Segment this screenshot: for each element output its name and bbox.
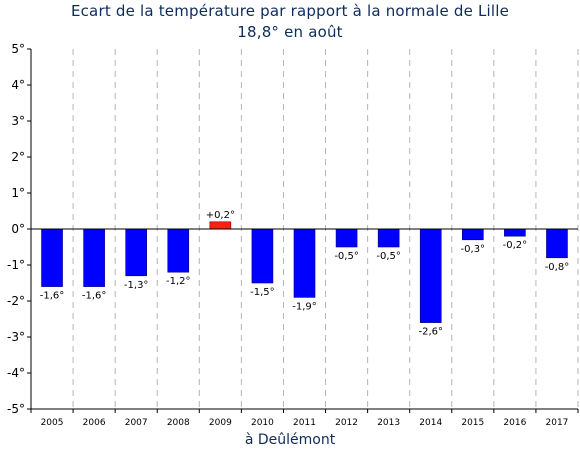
data-label: -0,5° [334, 251, 359, 262]
bar [504, 228, 526, 237]
bar [251, 228, 274, 284]
chart-title: Ecart de la température par rapport à la… [70, 2, 510, 20]
data-label: -1,2° [166, 276, 191, 287]
x-axis-label: à Deûlémont [244, 432, 336, 448]
y-tick-label: -2° [7, 294, 25, 308]
bar [546, 228, 568, 259]
data-label: -2,6° [418, 327, 443, 338]
data-label: -1,9° [292, 301, 317, 312]
x-tick-label: 2007 [125, 418, 148, 428]
x-tick-label: 2012 [335, 418, 358, 428]
data-label: -0,8° [545, 262, 570, 273]
chart-subtitle: 18,8° en août [237, 23, 343, 41]
x-tick-label: 2005 [41, 418, 64, 428]
bar [462, 228, 484, 241]
x-tick-label: 2015 [461, 418, 484, 428]
x-tick-label: 2013 [377, 418, 400, 428]
bar [83, 228, 105, 287]
bar [167, 228, 190, 273]
x-tick-label: 2008 [167, 418, 190, 428]
data-label: -1,6° [40, 291, 65, 302]
x-tick-label: 2017 [546, 418, 569, 428]
bar [125, 228, 147, 277]
bar [377, 228, 400, 248]
x-tick-label: 2006 [83, 418, 106, 428]
x-tick-label: 2010 [251, 418, 274, 428]
y-tick-label: -3° [7, 330, 25, 344]
x-tick-label: 2011 [293, 418, 316, 428]
x-tick-label: 2016 [503, 418, 526, 428]
data-label: -1,3° [124, 280, 149, 291]
y-tick-label: 4° [11, 78, 25, 92]
y-tick-label: -4° [7, 366, 25, 380]
y-tick-label: 5° [11, 42, 25, 56]
y-tick-label: 3° [11, 114, 25, 128]
data-label: -0,2° [503, 240, 528, 251]
bar [209, 221, 232, 230]
data-label: -1,5° [250, 287, 275, 298]
bar [293, 228, 316, 298]
y-tick-label: 1° [11, 186, 25, 200]
x-tick-label: 2014 [419, 418, 442, 428]
x-tick-label: 2009 [209, 418, 232, 428]
y-tick-label: -5° [7, 402, 25, 416]
data-label: +0,2° [206, 210, 235, 221]
data-label: -1,6° [82, 291, 107, 302]
y-tick-label: 0° [11, 222, 25, 236]
y-tick-label: 2° [11, 150, 25, 164]
bar [41, 228, 63, 287]
bar [335, 228, 358, 248]
y-tick-label: -1° [7, 258, 25, 272]
bar [419, 228, 442, 323]
data-label: -0,3° [461, 244, 486, 255]
data-label: -0,5° [376, 251, 401, 262]
